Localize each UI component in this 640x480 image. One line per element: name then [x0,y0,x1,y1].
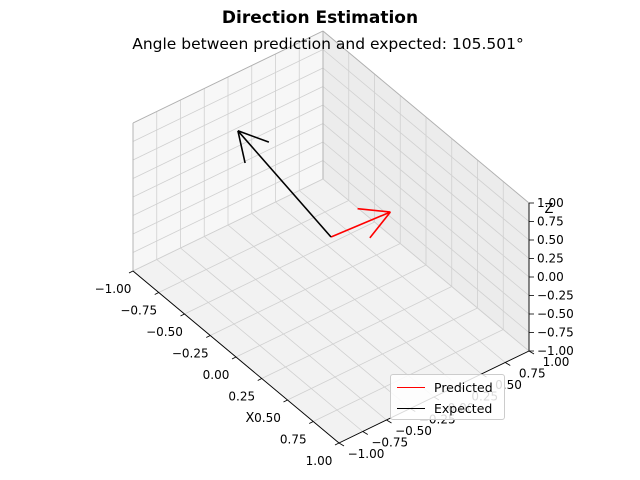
grid-line [322,104,530,278]
z-tick-label: 0.75 [537,215,564,229]
x-tick-label: 0.50 [254,411,281,425]
y-tick [338,442,345,447]
x-tick [154,292,159,295]
arrow-shaft [237,130,332,238]
pane-edge [132,30,324,124]
x-tick [283,399,288,403]
arrow-head [237,130,246,164]
z-tick-label: 0.50 [537,233,564,247]
legend-swatch-predicted [397,386,425,388]
axis-lines [132,30,530,444]
y-tick-label: 1.00 [543,355,570,369]
grid-line [322,67,530,241]
grid-line [227,224,435,398]
tick-labels: −1.00−1.00−1.00−0.75−0.75−0.75−0.50−0.50… [95,196,574,468]
z-tick-label: 1.00 [537,196,564,210]
y-tick [505,362,511,366]
z-tick-label: −0.25 [537,289,574,303]
legend-label-predicted: Predicted [434,379,493,395]
arrow-head [237,130,270,143]
arrow-head [369,211,392,239]
grid-line [322,178,530,352]
z-tick-label: 0.25 [537,252,564,266]
grid-line [132,67,324,161]
chart-subtitle: Angle between prediction and expected: 1… [132,35,524,53]
grid-line [132,104,324,198]
grid-line [275,201,482,375]
x-tick [180,313,185,317]
chart-title: Direction Estimation [221,8,419,28]
x-tick-label: −1.00 [95,282,132,296]
legend-swatch-expected [397,407,425,409]
legend: Predicted Expected [390,374,505,420]
y-tick-label: −0.50 [395,424,432,438]
arrow-predicted [330,207,392,239]
grid-line [287,307,478,401]
grid-lines [132,30,530,444]
y-tick-label: 0.75 [519,367,546,381]
y-tick [386,419,392,424]
z-axis-label: Z [545,202,554,217]
y-tick-label: −1.00 [348,447,385,461]
x-tick-label: −0.25 [172,347,209,361]
grid-line [132,49,324,142]
x-tick [231,356,237,360]
x-axis-label: X [246,411,255,426]
arrow-head [357,207,391,213]
grid-line [132,86,324,179]
y-tick-label: −0.75 [371,436,408,450]
x-tick [257,378,262,381]
grid-line [298,190,506,363]
x-tick-label: 0.25 [228,390,255,404]
x-tick [334,442,340,446]
legend-label-expected: Expected [434,400,493,416]
legend-item-predicted: Predicted [397,378,493,396]
z-tick-label: −0.50 [537,307,574,321]
x-tick-label: 1.00 [306,454,333,468]
x-tick-label: 0.75 [280,433,307,447]
pane-edge [322,30,530,204]
z-tick-label: 0.00 [537,270,564,284]
vector-arrows [237,130,392,239]
y-tick [362,431,368,435]
x-tick [128,270,134,274]
grid-line [322,49,530,222]
z-tick-label: −0.75 [537,326,574,340]
x-tick-label: 0.00 [203,368,230,382]
x-tick [309,421,314,424]
x-tick-label: −0.50 [146,325,183,339]
arrow-shaft [330,211,391,238]
x-tick-label: −0.75 [120,304,157,318]
grid-line [322,86,530,259]
grid-line [261,286,452,379]
arrow-expected [237,130,332,238]
legend-item-expected: Expected [397,399,492,417]
y-tick [528,350,535,355]
x-tick [206,335,211,338]
grid-line [251,213,459,386]
z-tick-label: −1.00 [537,344,574,358]
